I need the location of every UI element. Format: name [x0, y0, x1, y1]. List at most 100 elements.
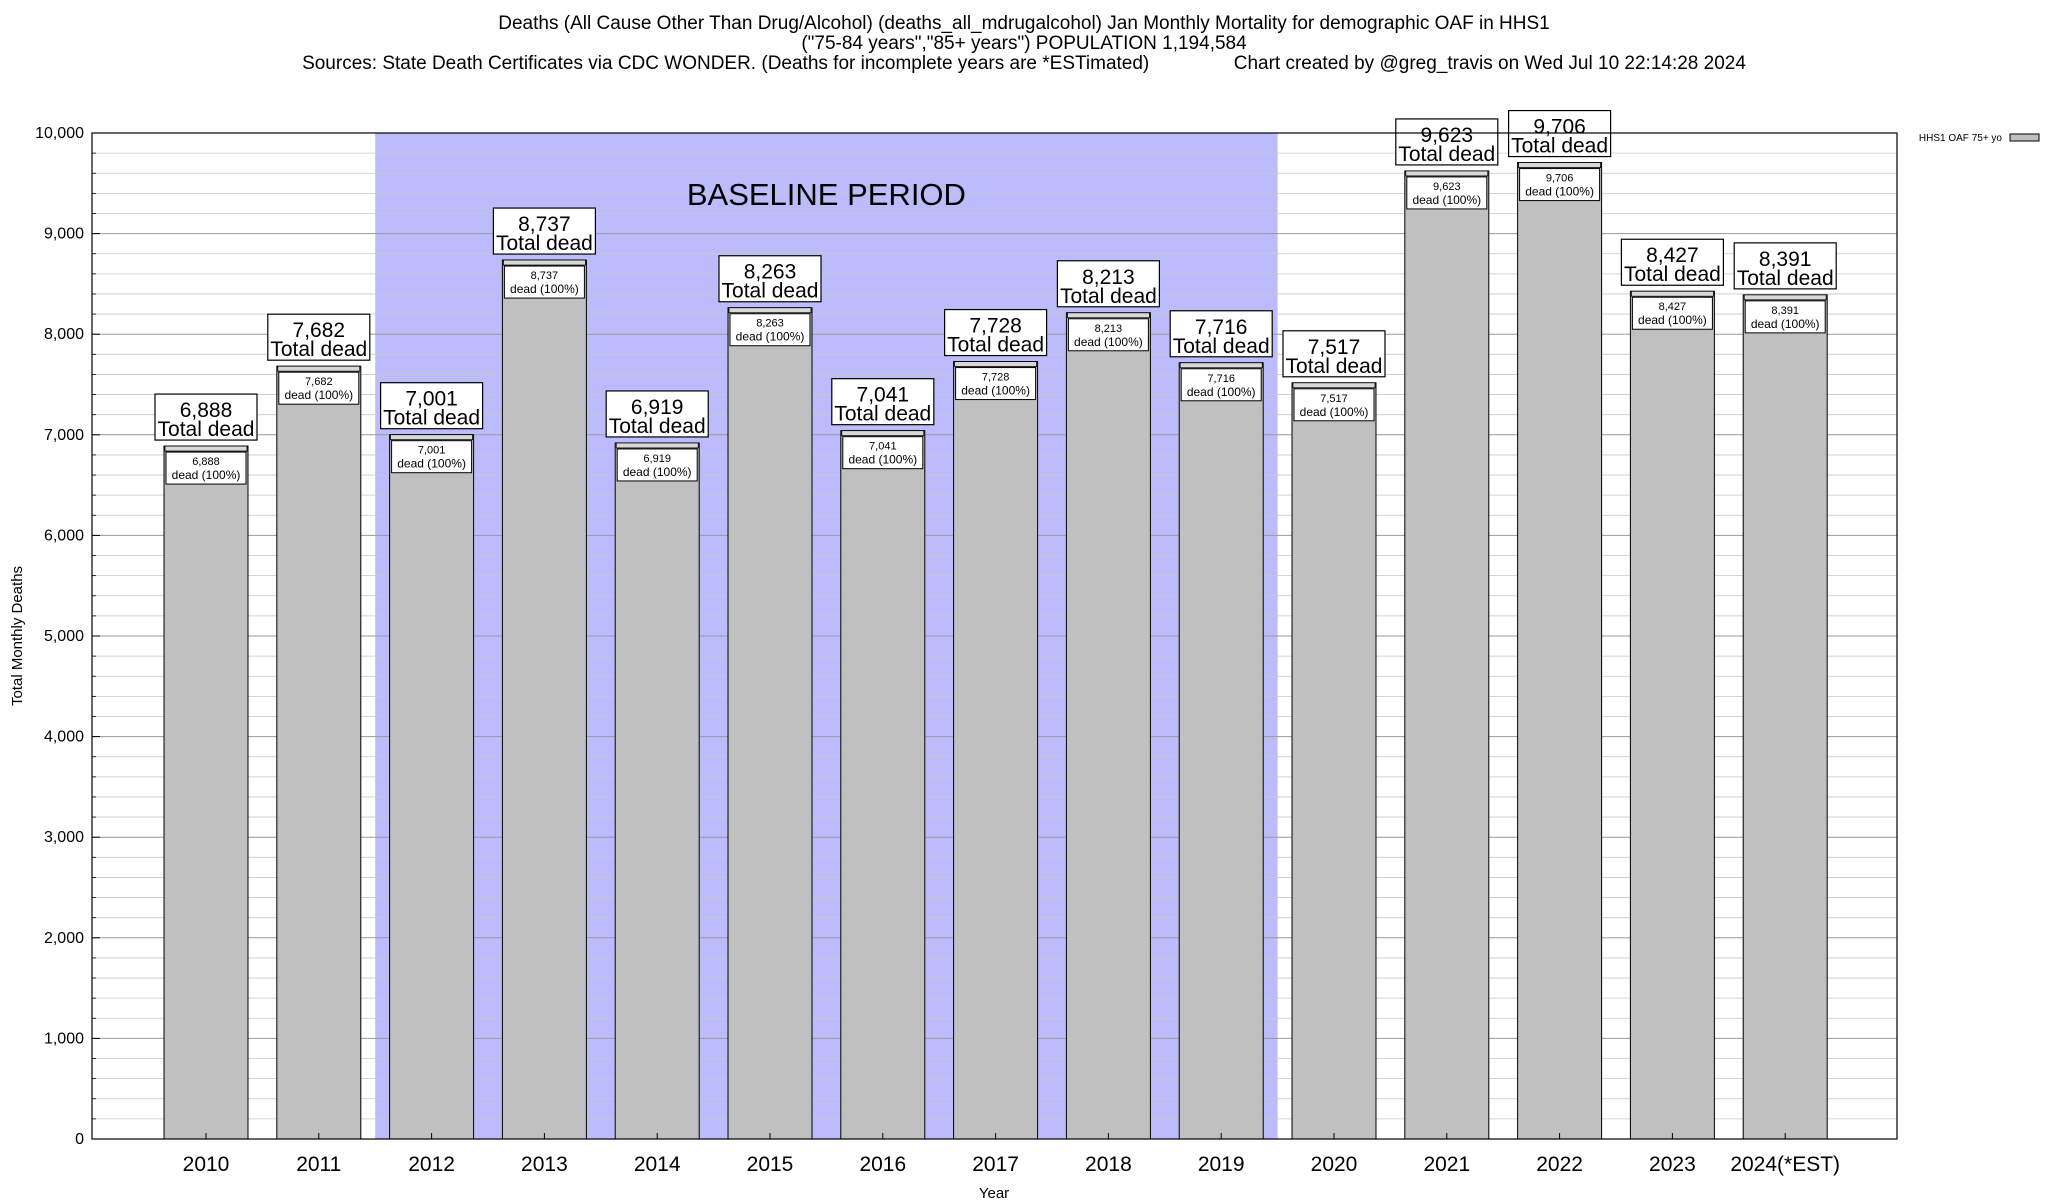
bar — [840, 430, 926, 1140]
bar-inner-label-box — [955, 367, 1037, 401]
bar-top-strip — [1631, 290, 1714, 297]
bar-inner-label-box — [503, 265, 585, 299]
bar — [953, 361, 1039, 1140]
bar-total-value: 8,263 — [744, 261, 797, 284]
bar-total-label-box — [943, 308, 1048, 357]
bar-inner-value: 7,001 — [418, 445, 446, 457]
bar-total-value: 6,919 — [631, 396, 684, 419]
bar-top-strip — [954, 361, 1037, 367]
bar-top-strip — [841, 430, 925, 437]
bar-total-caption: Total dead — [1737, 267, 1834, 290]
bar-inner-value: 8,263 — [756, 318, 784, 330]
bar-total-caption: Total dead — [722, 280, 819, 303]
bar-inner-value: 7,041 — [869, 441, 897, 453]
bar-top-strip — [1743, 294, 1827, 301]
y-axis: 0 1,000 2,000 3,000 4,000 5,000 6,000 7,000 8,00… — [35, 125, 100, 1148]
bar-inner-percent: dead (100%) — [848, 453, 917, 467]
bar-total-caption: Total dead — [947, 334, 1044, 357]
bar-total-value: 7,001 — [405, 388, 458, 411]
bar-inner-percent: dead (100%) — [1187, 385, 1256, 399]
bar-total-caption: Total dead — [496, 232, 593, 255]
bar-top-strip — [502, 259, 586, 266]
bar-inner-label-box — [616, 448, 698, 482]
x-tick-label: 2019 — [1198, 1153, 1245, 1176]
bar-inner-value: 7,716 — [1207, 373, 1235, 385]
y-tick-label: 2,000 — [44, 930, 84, 947]
bar-inner-percent: dead (100%) — [1300, 405, 1369, 419]
bar-inner-value: 9,706 — [1546, 173, 1574, 185]
bar-inner-label-box — [1519, 168, 1601, 202]
bar-inner-value: 6,919 — [643, 453, 671, 465]
bar — [276, 365, 362, 1140]
x-tick-label: 2010 — [183, 1153, 230, 1176]
chart-subtitle: ("75-84 years","85+ years") POPULATION 1… — [801, 33, 1247, 54]
bar-inner-value: 8,737 — [531, 270, 559, 282]
bar-total-label-box — [831, 378, 935, 426]
bar-total-caption: Total dead — [1398, 143, 1495, 166]
bar-top-strip — [1292, 382, 1376, 389]
bar-inner-label-box — [1744, 300, 1826, 334]
bar-total-label-box — [380, 382, 484, 430]
bar-total-caption: Total dead — [834, 403, 931, 426]
bar-total-caption: Total dead — [609, 415, 706, 438]
baseline-label: BASELINE PERIOD — [687, 177, 966, 212]
x-tick-label: 2017 — [972, 1153, 1019, 1176]
bar-total-caption: Total dead — [383, 407, 480, 430]
bar-total-label-box — [1056, 260, 1161, 308]
bar-total-value: 7,517 — [1308, 336, 1361, 359]
x-tick-label: 2015 — [747, 1153, 794, 1176]
bar-inner-label-box — [278, 371, 360, 405]
bar-total-caption: Total dead — [1060, 285, 1157, 308]
bar-top-strip — [164, 445, 248, 452]
bar — [501, 259, 587, 1140]
y-tick-label: 4,000 — [44, 729, 84, 746]
bar-top-strip — [277, 365, 361, 372]
bar-inner-value: 8,391 — [1771, 305, 1799, 317]
bar-inner-label-box — [729, 313, 811, 347]
bar-total-value: 7,682 — [293, 319, 346, 342]
y-tick-label: 8,000 — [44, 326, 84, 343]
x-tick-label: 2013 — [521, 1153, 568, 1176]
bar-inner-label-box — [1406, 176, 1488, 210]
x-tick-label: 2011 — [296, 1153, 341, 1176]
bar-inner-value: 8,427 — [1659, 301, 1687, 313]
x-axis-label: Year — [979, 1185, 1009, 1200]
bar-total-caption: Total dead — [158, 418, 255, 441]
bar-inner-label-box — [165, 451, 247, 485]
bar-total-label-box — [718, 255, 822, 303]
bar-inner-label-box — [1631, 296, 1713, 330]
legend: HHS1 OAF 75+ yo — [1919, 133, 2040, 144]
bar-total-value: 6,888 — [180, 399, 233, 422]
bar-top-strip — [615, 442, 699, 449]
bar — [614, 442, 700, 1140]
bar — [1629, 290, 1715, 1140]
y-tick-label: 0 — [75, 1131, 84, 1148]
bar-top-strip — [390, 434, 474, 441]
x-tick-label: 2021 — [1423, 1153, 1470, 1176]
bar-inner-percent: dead (100%) — [397, 457, 466, 471]
bar-total-value: 7,728 — [969, 315, 1022, 338]
bar — [1178, 362, 1264, 1140]
chart-sources: Sources: State Death Certificates via CD… — [302, 53, 1746, 74]
bar-inner-value: 8,213 — [1095, 323, 1123, 335]
bar-total-value: 8,213 — [1082, 266, 1135, 289]
bar-total-label-box — [267, 313, 371, 361]
bar-inner-percent: dead (100%) — [1074, 335, 1143, 349]
bar-inner-percent: dead (100%) — [172, 468, 241, 482]
bar-inner-value: 7,517 — [1320, 393, 1348, 405]
bar-total-caption: Total dead — [1173, 335, 1270, 358]
bar-inner-value: 6,888 — [192, 456, 220, 468]
bar-inner-value: 7,682 — [305, 376, 333, 388]
bar-inner-label-box — [1180, 368, 1262, 402]
y-tick-label: 10,000 — [35, 125, 84, 142]
bar — [389, 434, 475, 1140]
bar-total-label-box — [154, 393, 258, 441]
bar — [1517, 162, 1603, 1140]
bar-total-label-box — [605, 390, 709, 438]
y-tick-label: 1,000 — [44, 1030, 84, 1047]
bar-total-label-box — [492, 207, 596, 255]
bar-inner-percent: dead (100%) — [1525, 185, 1594, 199]
bar-inner-percent: dead (100%) — [1412, 193, 1481, 207]
